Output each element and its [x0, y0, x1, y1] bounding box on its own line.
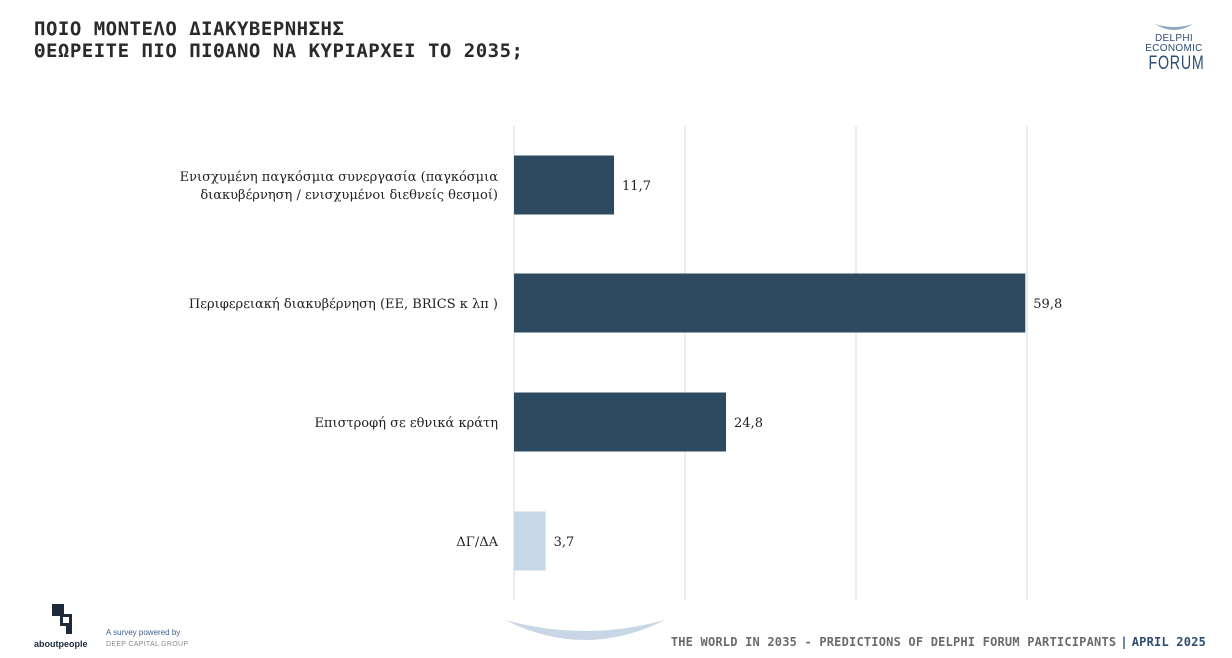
- title-line-2: ΘΕΩΡΕΙΤΕ ΠΙΟ ΠΙΘΑΝΟ ΝΑ ΚΥΡΙΑΡΧΕΙ ΤΟ 2035…: [34, 40, 524, 62]
- footer-date: APRIL 2025: [1131, 635, 1206, 649]
- footer-separator: |: [1120, 635, 1128, 649]
- survey-powered-by: A survey powered by: [106, 628, 181, 637]
- category-label-line: ΔΓ/ΔΑ: [456, 535, 498, 550]
- category-label: Περιφερειακή διακυβέρνηση (ΕΕ, BRICS κ λ…: [189, 297, 498, 312]
- title-line-1: ΠΟΙΟ ΜΟΝΤΕΛΟ ΔΙΑΚΥΒΕΡΝΗΣΗΣ: [34, 18, 345, 40]
- footer-caption-text: THE WORLD IN 2035 - PREDICTIONS OF DELPH…: [670, 635, 1117, 649]
- aboutpeople-logo-icon: [52, 604, 72, 634]
- logo-wing-icon: [1155, 24, 1193, 30]
- category-label-line: διακυβέρνηση / ενισχυμένοι διεθνείς θεσμ…: [200, 188, 498, 203]
- category-label: Ενισχυμένη παγκόσμια συνεργασία (παγκόσμ…: [180, 170, 499, 203]
- category-label: ΔΓ/ΔΑ: [456, 535, 498, 550]
- chart-title: ΠΟΙΟ ΜΟΝΤΕΛΟ ΔΙΑΚΥΒΕΡΝΗΣΗΣ ΘΕΩΡΕΙΤΕ ΠΙΟ …: [34, 18, 524, 62]
- category-label-line: Περιφερειακή διακυβέρνηση (ΕΕ, BRICS κ λ…: [189, 297, 498, 312]
- category-label-line: Επιστροφή σε εθνικά κράτη: [314, 416, 498, 431]
- bar: [514, 511, 546, 571]
- bar: [514, 392, 727, 452]
- delphi-forum-logo: DELPHI ECONOMIC FORUM: [1140, 22, 1208, 74]
- data-label: 59,8: [1033, 297, 1062, 312]
- data-label: 11,7: [622, 179, 651, 194]
- wing-swoosh-icon: [505, 620, 665, 640]
- aboutpeople-name: aboutpeople: [34, 639, 88, 649]
- logo-line-1: DELPHI: [1155, 33, 1193, 44]
- data-label: 24,8: [734, 416, 763, 431]
- bar: [514, 273, 1026, 333]
- category-label-line: Ενισχυμένη παγκόσμια συνεργασία (παγκόσμ…: [180, 170, 499, 185]
- bar: [514, 155, 615, 215]
- footer-caption: THE WORLD IN 2035 - PREDICTIONS OF DELPH…: [671, 635, 1206, 649]
- category-label: Επιστροφή σε εθνικά κράτη: [314, 416, 498, 431]
- logo-line-3: FORUM: [1148, 53, 1205, 74]
- data-label: 3,7: [554, 535, 575, 550]
- aboutpeople-brand: aboutpeople A survey powered by DEEP CAP…: [34, 604, 234, 652]
- logo-line-2: ECONOMIC: [1145, 43, 1203, 54]
- deep-capital-group: DEEP CAPITAL GROUP: [106, 641, 189, 648]
